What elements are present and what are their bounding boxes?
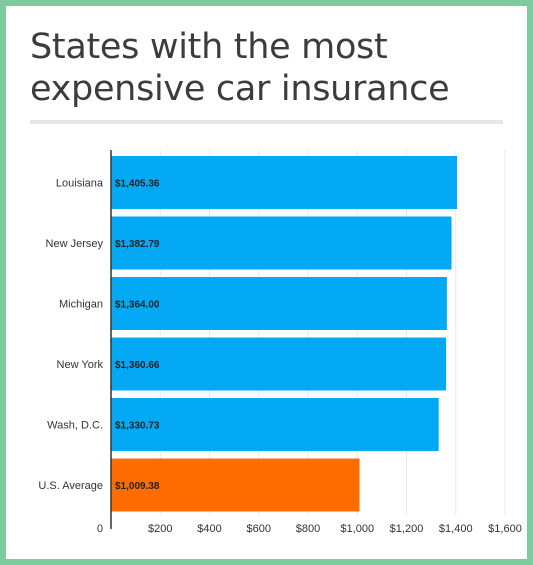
title-divider — [30, 120, 503, 124]
x-tick-label: $1,000 — [340, 523, 374, 535]
x-tick-label: $600 — [247, 523, 271, 535]
x-tick-label: $1,200 — [390, 523, 424, 535]
x-tick-label: $1,400 — [439, 523, 473, 535]
bar — [111, 337, 447, 391]
bar — [111, 398, 439, 451]
data-label: $1,360.66 — [115, 360, 160, 371]
category-label: Michigan — [59, 299, 103, 311]
x-tick-label: $800 — [296, 523, 320, 535]
category-label: New Jersey — [46, 238, 104, 250]
bar — [111, 458, 360, 512]
category-label: Wash, D.C. — [47, 420, 103, 432]
data-label: $1,405.36 — [115, 179, 160, 190]
bar — [111, 216, 452, 270]
data-label: $1,382.79 — [115, 239, 160, 250]
data-label: $1,364.00 — [115, 300, 160, 311]
x-tick-label: $400 — [197, 523, 221, 535]
x-tick-label: 0 — [97, 523, 103, 535]
category-label: Louisiana — [56, 178, 104, 190]
data-label: $1,330.73 — [115, 421, 160, 432]
bar — [111, 156, 458, 209]
x-tick-label: $1,600 — [488, 523, 522, 535]
x-tick-label: $200 — [148, 523, 172, 535]
data-label: $1,009.38 — [115, 481, 160, 492]
category-label: U.S. Average — [38, 480, 103, 492]
category-label: New York — [57, 359, 104, 371]
bar — [111, 277, 447, 330]
chart-title: States with the most expensive car insur… — [30, 27, 450, 109]
